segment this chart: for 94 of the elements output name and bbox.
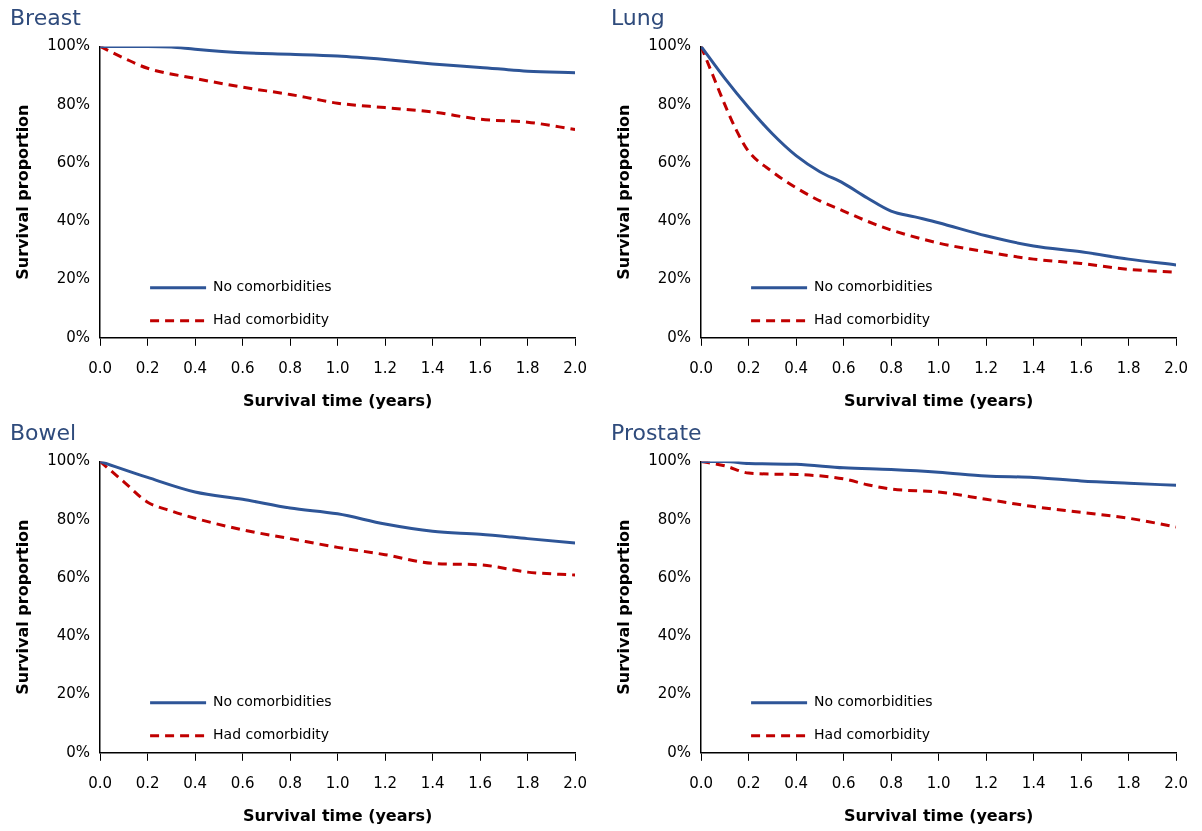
- x-axis-title: Survival time (years): [843, 805, 1034, 825]
- x-tick-label: 0.8: [278, 358, 303, 377]
- y-axis-title: Survival proportion: [613, 104, 633, 280]
- x-tick-label: 1.0: [926, 773, 951, 792]
- y-tick-label: 80%: [56, 94, 91, 113]
- x-tick-label: 0.0: [689, 773, 714, 792]
- x-tick-label: 0.6: [831, 358, 856, 377]
- y-tick-label: 40%: [657, 626, 692, 645]
- x-tick-label: 1.6: [468, 773, 492, 792]
- chart-title: Bowel: [10, 419, 77, 445]
- x-tick-label: 0.2: [736, 773, 761, 792]
- legend-label: Had comorbidity: [213, 726, 330, 743]
- x-tick-label: 1.8: [1116, 358, 1141, 377]
- y-tick-label: 20%: [56, 269, 91, 288]
- y-tick-label: 100%: [47, 36, 91, 55]
- x-tick-label: 1.0: [325, 773, 350, 792]
- x-tick-label: 1.4: [420, 773, 445, 792]
- y-tick-label: 40%: [56, 211, 91, 230]
- y-tick-label: 100%: [47, 451, 91, 470]
- line-series: [701, 461, 1177, 487]
- x-tick-label: 0.6: [831, 773, 856, 792]
- x-tick-label: 0.0: [689, 358, 714, 377]
- x-tick-label: 0.0: [88, 358, 113, 377]
- x-tick-label: 0.4: [784, 773, 809, 792]
- x-tick-label: 1.8: [515, 358, 540, 377]
- x-axis-title: Survival time (years): [843, 390, 1034, 410]
- y-tick-label: 100%: [648, 36, 692, 55]
- x-tick-label: 0.2: [736, 358, 761, 377]
- y-tick-label: 20%: [657, 684, 692, 703]
- line-series: [701, 461, 1177, 529]
- x-tick-label: 0.2: [135, 358, 160, 377]
- x-tick-label: 1.4: [1021, 358, 1046, 377]
- y-tick-label: 20%: [657, 269, 692, 288]
- legend-label: Had comorbidity: [814, 311, 931, 328]
- y-tick-label: 100%: [648, 451, 692, 470]
- line-series: [100, 46, 576, 75]
- legend-label: No comorbidities: [213, 278, 332, 295]
- y-tick-label: 80%: [657, 509, 692, 528]
- x-tick-label: 1.0: [325, 358, 350, 377]
- y-tick-label: 40%: [657, 211, 692, 230]
- y-axis-title: Survival proportion: [12, 519, 32, 695]
- chart-title: Breast: [10, 4, 82, 30]
- x-tick-label: 1.8: [1116, 773, 1141, 792]
- legend-label: Had comorbidity: [814, 726, 931, 743]
- x-tick-label: 1.2: [974, 773, 999, 792]
- x-tick-label: 1.4: [1021, 773, 1046, 792]
- legend-label: No comorbidities: [213, 693, 332, 710]
- chart-title: Lung: [611, 4, 665, 30]
- x-axis-title: Survival time (years): [242, 390, 433, 410]
- y-tick-label: 60%: [56, 152, 91, 171]
- x-tick-label: 1.8: [515, 773, 540, 792]
- x-tick-label: 0.6: [230, 773, 255, 792]
- x-tick-label: 2.0: [1164, 773, 1188, 792]
- y-tick-label: 0%: [667, 327, 692, 346]
- x-tick-label: 1.6: [1069, 773, 1093, 792]
- x-tick-label: 1.2: [373, 358, 398, 377]
- x-tick-label: 2.0: [563, 773, 587, 792]
- line-series: [100, 461, 576, 577]
- x-tick-label: 0.4: [784, 358, 809, 377]
- y-tick-label: 0%: [66, 327, 91, 346]
- x-tick-label: 1.6: [1069, 358, 1093, 377]
- x-tick-label: 1.2: [373, 773, 398, 792]
- y-tick-label: 20%: [56, 684, 91, 703]
- chart-title: Prostate: [611, 419, 702, 445]
- x-axis-title: Survival time (years): [242, 805, 433, 825]
- x-tick-label: 0.8: [879, 358, 904, 377]
- x-tick-label: 2.0: [1164, 358, 1188, 377]
- legend-label: Had comorbidity: [213, 311, 330, 328]
- x-tick-label: 1.2: [974, 358, 999, 377]
- line-series: [100, 46, 576, 131]
- y-tick-label: 80%: [657, 94, 692, 113]
- x-tick-label: 1.0: [926, 358, 951, 377]
- x-tick-label: 0.6: [230, 358, 255, 377]
- y-axis-title: Survival proportion: [613, 519, 633, 695]
- y-tick-label: 0%: [66, 742, 91, 761]
- y-axis-title: Survival proportion: [12, 104, 32, 280]
- x-tick-label: 1.6: [468, 358, 492, 377]
- x-tick-label: 0.2: [135, 773, 160, 792]
- y-tick-label: 0%: [667, 742, 692, 761]
- legend-label: No comorbidities: [814, 693, 933, 710]
- x-tick-label: 0.4: [183, 358, 208, 377]
- line-series: [100, 461, 576, 545]
- x-tick-label: 0.8: [879, 773, 904, 792]
- legend-label: No comorbidities: [814, 278, 933, 295]
- y-tick-label: 60%: [657, 567, 692, 586]
- x-tick-label: 0.0: [88, 773, 113, 792]
- x-tick-label: 2.0: [563, 358, 587, 377]
- y-tick-label: 40%: [56, 626, 91, 645]
- x-tick-label: 0.4: [183, 773, 208, 792]
- x-tick-label: 0.8: [278, 773, 303, 792]
- y-tick-label: 60%: [657, 152, 692, 171]
- y-tick-label: 80%: [56, 509, 91, 528]
- x-tick-label: 1.4: [420, 358, 445, 377]
- y-tick-label: 60%: [56, 567, 91, 586]
